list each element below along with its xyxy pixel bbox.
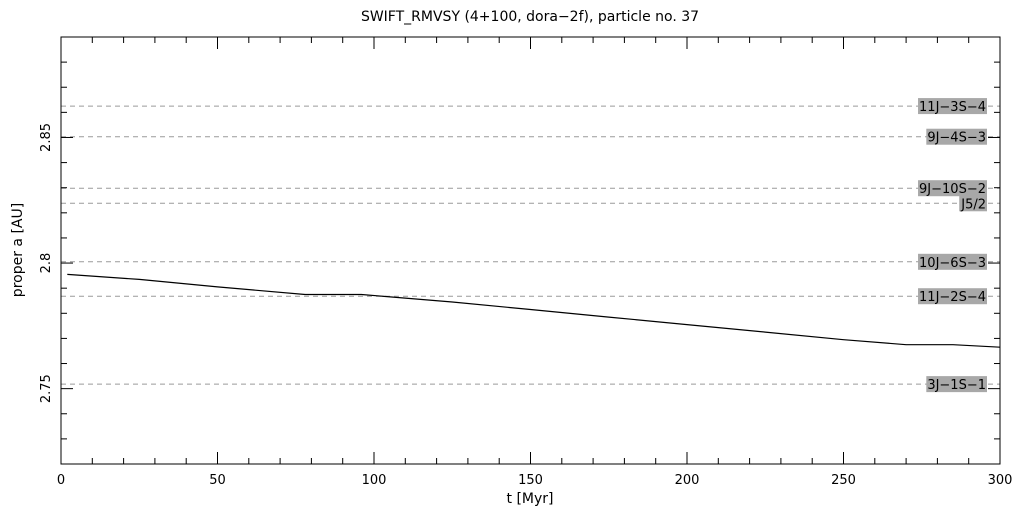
x-tick-label: 50 xyxy=(209,473,226,488)
x-tick-label: 100 xyxy=(362,473,387,488)
series-layer xyxy=(67,273,1001,348)
y-axis-label: proper a [AU] xyxy=(10,203,26,297)
series-line xyxy=(67,273,1001,348)
x-tick-label: 0 xyxy=(57,473,65,488)
resonance-label-background xyxy=(959,195,987,212)
x-tick-label: 250 xyxy=(831,473,856,488)
resonance-label: 11J−2S−4 xyxy=(919,290,986,305)
plot-frame xyxy=(60,36,1001,465)
axis-ticks xyxy=(60,36,1001,465)
chart-title: SWIFT_RMVSY (4+100, dora−2f), particle n… xyxy=(361,9,699,25)
x-tick-label: 200 xyxy=(675,473,700,488)
y-tick-label: 2.85 xyxy=(39,123,54,152)
resonance-lines xyxy=(61,105,1000,385)
x-axis-label: t [Myr] xyxy=(507,491,554,507)
resonance-label: 9J−10S−2 xyxy=(919,182,986,197)
x-tick-label: 150 xyxy=(518,473,543,488)
resonance-label-background xyxy=(926,376,987,393)
resonance-label: J5/2 xyxy=(960,197,986,212)
resonance-label-background xyxy=(918,253,987,270)
y-tick-label: 2.75 xyxy=(39,374,54,403)
resonance-label: 9J−4S−3 xyxy=(927,131,986,146)
resonance-label-background xyxy=(926,128,987,145)
resonance-labels: 11J−3S−4 9J−4S−3 9J−10S−2J5/2 10J−6S−3 11J−2… xyxy=(918,98,987,393)
tick-labels: 0 50 100 150 200 250 300 2.75 2.8 2.85 xyxy=(39,123,1012,488)
resonance-label: 10J−6S−3 xyxy=(919,256,986,271)
resonance-label-background xyxy=(918,180,987,197)
resonance-label: 3J−1S−1 xyxy=(927,378,986,393)
resonance-label-background xyxy=(918,98,987,115)
y-tick-label: 2.8 xyxy=(39,253,54,274)
resonance-label-background xyxy=(918,288,987,305)
resonance-label: 11J−3S−4 xyxy=(919,100,986,115)
x-tick-label: 300 xyxy=(988,473,1013,488)
